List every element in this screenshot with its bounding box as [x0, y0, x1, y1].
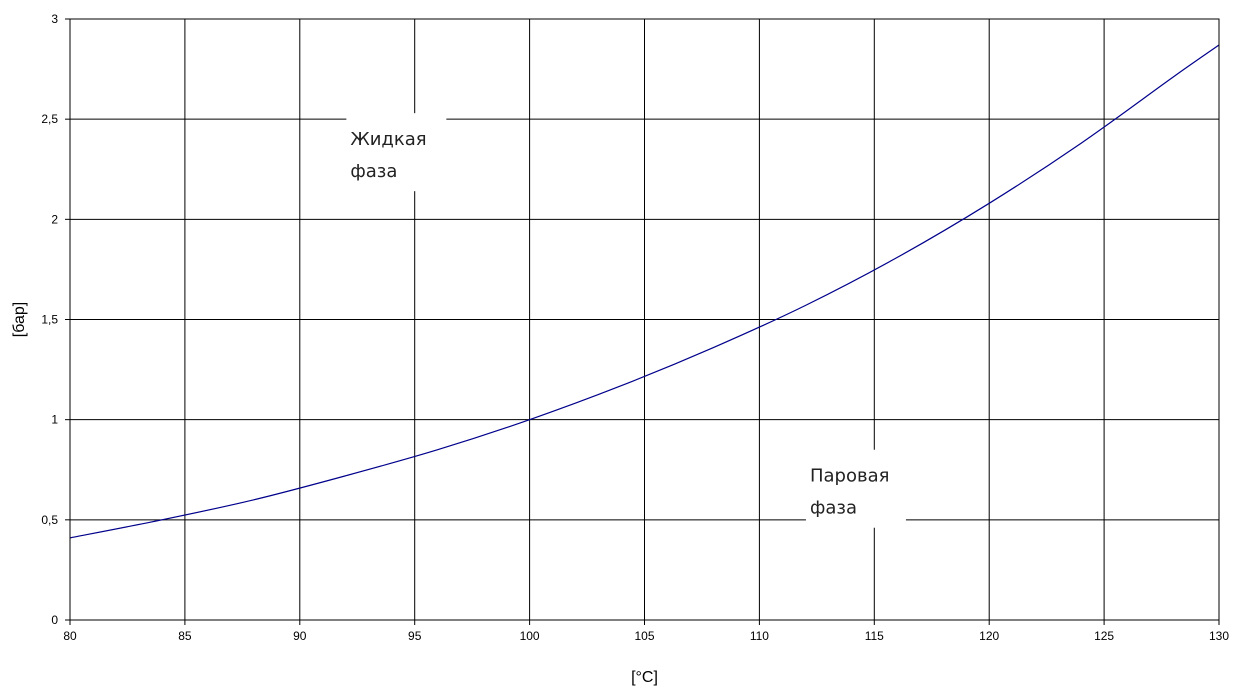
y-axis-label: [бар]: [11, 302, 28, 337]
x-tick-label: 125: [1094, 629, 1114, 643]
y-axis-ticks: 0 0,5 1 1,5 2 2,5 3: [41, 12, 70, 627]
x-tick-label: 130: [1209, 629, 1229, 643]
annotation-background: [805, 449, 906, 528]
x-tick-label: 105: [634, 629, 654, 643]
x-axis-label: [°C]: [631, 669, 658, 686]
annotation-line: фаза: [810, 498, 857, 519]
annotation-line: Паровая: [810, 466, 889, 487]
annotation-line: фаза: [350, 161, 397, 182]
annotations: Жидкая фаза Паровая фаза: [346, 113, 906, 528]
x-tick-label: 115: [865, 629, 884, 643]
y-tick-label: 1,5: [41, 313, 58, 327]
x-axis-ticks: 80 85 90 95 100 105 110 115 120 125 130: [63, 620, 1229, 643]
region-annotation: Паровая фаза: [805, 449, 906, 528]
x-tick-label: 120: [979, 629, 999, 643]
y-tick-label: 0,5: [41, 513, 58, 527]
y-tick-label: 0: [51, 613, 58, 627]
x-tick-label: 90: [293, 629, 307, 643]
x-tick-label: 100: [520, 629, 540, 643]
y-tick-label: 2: [51, 212, 58, 226]
y-tick-label: 3: [51, 12, 58, 26]
annotation-background: [346, 113, 447, 192]
x-tick-label: 85: [178, 629, 192, 643]
grid-lines: [69, 18, 1220, 621]
x-tick-label: 80: [63, 629, 77, 643]
y-tick-label: 2,5: [41, 112, 58, 126]
series-line: [69, 44, 1220, 539]
x-tick-label: 95: [408, 629, 422, 643]
region-annotation: Жидкая фаза: [346, 113, 447, 192]
x-tick-label: 110: [750, 629, 769, 643]
y-tick-label: 1: [51, 413, 58, 427]
annotation-line: Жидкая: [350, 129, 426, 150]
